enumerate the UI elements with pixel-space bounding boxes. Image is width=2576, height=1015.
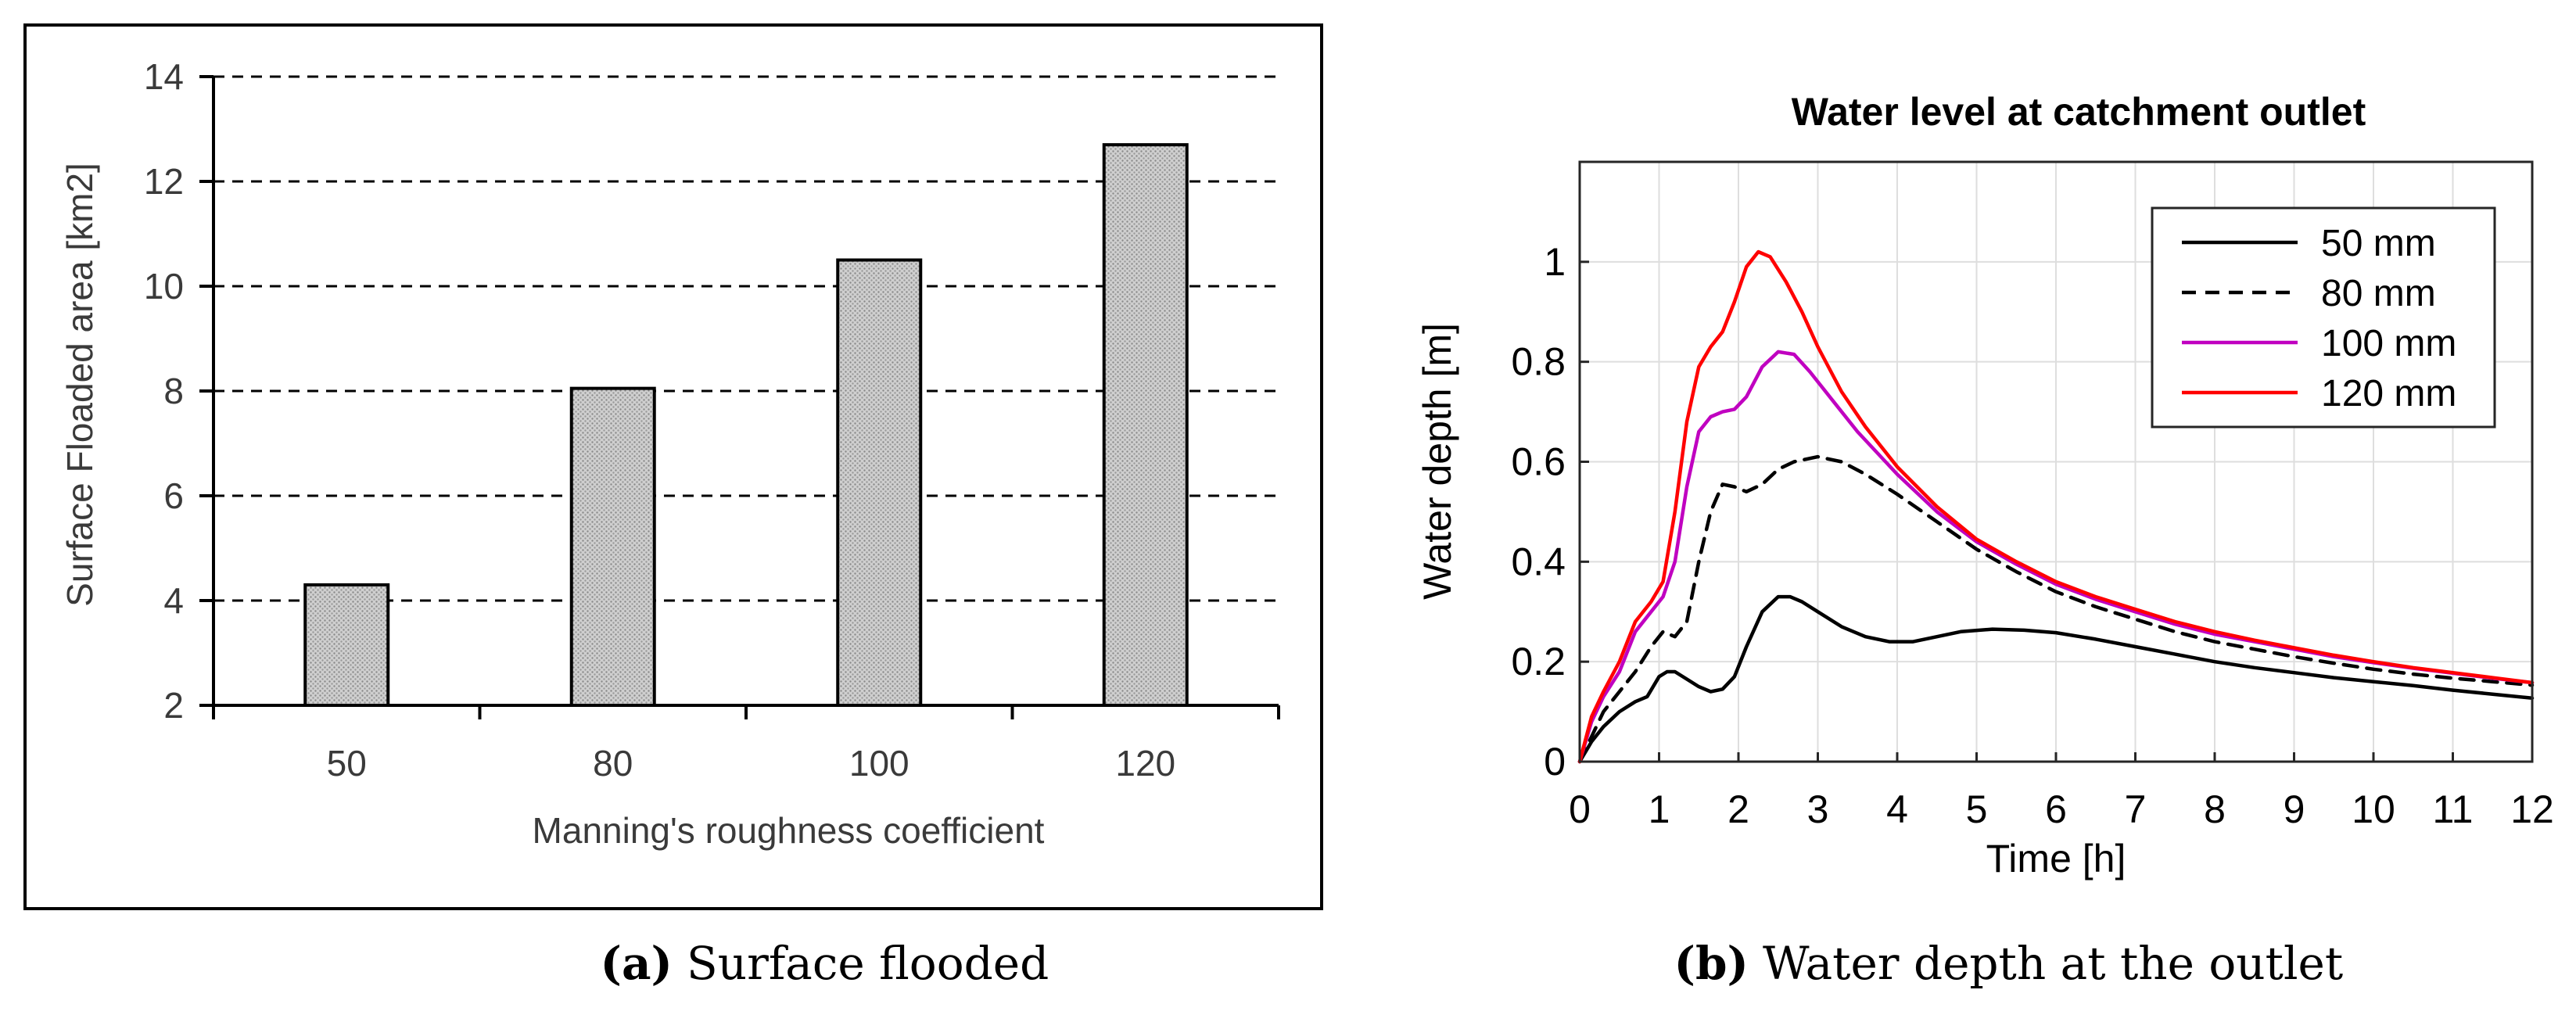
line-legend: 50 mm 80 mm 100 mm 120 mm bbox=[2151, 206, 2496, 429]
bar-y-tick-label: 4 bbox=[163, 580, 184, 621]
bar-x-tick-label: 100 bbox=[849, 743, 909, 784]
line-x-tick-label: 0 bbox=[1569, 787, 1591, 831]
series-120-mm bbox=[1577, 249, 2535, 764]
line-x-axis-label: Time [h] bbox=[1986, 837, 2126, 881]
bar-80 bbox=[569, 386, 656, 707]
bar-y-tick-label: 10 bbox=[144, 266, 184, 307]
bars bbox=[303, 143, 1189, 708]
line-x-tick-label: 1 bbox=[1649, 787, 1670, 831]
line-x-tick-label: 6 bbox=[2045, 787, 2067, 831]
bar-x-tick-labels: 50 80 100 120 bbox=[327, 743, 1175, 784]
caption-a-label: (a) bbox=[601, 937, 673, 990]
bar-y-tick-label: 6 bbox=[163, 475, 184, 516]
line-y-axis-label: Water depth [m] bbox=[1415, 323, 1459, 600]
line-x-tick-label: 9 bbox=[2284, 787, 2305, 831]
legend-label: 80 mm bbox=[2321, 273, 2436, 314]
legend-label: 100 mm bbox=[2321, 323, 2456, 364]
bar-x-tick-label: 120 bbox=[1115, 743, 1175, 784]
line-x-tick-label: 10 bbox=[2352, 787, 2395, 831]
line-x-tick-label: 2 bbox=[1727, 787, 1749, 831]
line-x-tick-label: 12 bbox=[2510, 787, 2554, 831]
bar-120 bbox=[1102, 143, 1189, 708]
series-50-mm bbox=[1577, 594, 2535, 764]
legend-label: 120 mm bbox=[2321, 373, 2456, 414]
bar-x-axis-label: Manning's roughness coefficient bbox=[533, 810, 1045, 851]
panel-a-bar-chart: 2 4 6 8 10 12 14 50 80 100 120 Surface Floaded ar… bbox=[23, 23, 1323, 990]
line-ticks bbox=[1578, 260, 2534, 763]
bar-y-axis-label: Surface Floaded area [km2] bbox=[59, 163, 100, 607]
caption-b-text: Water depth at the outlet bbox=[1763, 937, 2343, 990]
bar-y-tick-label: 2 bbox=[163, 685, 184, 726]
line-y-tick-label: 0.2 bbox=[1511, 640, 1566, 683]
legend-label: 50 mm bbox=[2321, 223, 2436, 264]
line-y-tick-label: 0 bbox=[1544, 740, 1566, 784]
line-x-tick-label: 5 bbox=[1966, 787, 1988, 831]
line-y-tick-labels: 0 0.2 0.4 0.6 0.8 1 bbox=[1511, 240, 1566, 784]
line-y-tick-label: 0.6 bbox=[1511, 440, 1566, 484]
bar-x-tick-label: 80 bbox=[593, 743, 633, 784]
legend-box bbox=[2151, 206, 2496, 429]
bar-gridlines bbox=[213, 75, 1279, 602]
bar-y-tick-label: 14 bbox=[144, 56, 184, 97]
line-y-tick-label: 0.4 bbox=[1511, 540, 1566, 583]
panel-b-line-chart: Water level at catchment outlet 00.20.40… bbox=[1415, 90, 2554, 990]
line-y-tick-label: 1 bbox=[1544, 240, 1566, 284]
line-x-tick-label: 7 bbox=[2125, 787, 2147, 831]
bar-y-tick-label: 12 bbox=[144, 161, 184, 202]
bar-100 bbox=[836, 258, 923, 707]
caption-a-text: Surface flooded bbox=[687, 937, 1049, 990]
line-y-tick-label: 0.8 bbox=[1511, 340, 1566, 384]
line-x-tick-labels: 0 1 2 3 4 5 6 7 8 9 10 11 12 bbox=[1569, 787, 2554, 831]
bar-y-tick-label: 8 bbox=[163, 371, 184, 411]
caption-b-label: (b) bbox=[1674, 937, 1749, 990]
bar-x-tick-label: 50 bbox=[327, 743, 367, 784]
line-x-tick-label: 11 bbox=[2433, 787, 2474, 831]
bar-y-tick-labels: 2 4 6 8 10 12 14 bbox=[144, 56, 184, 726]
line-x-tick-label: 3 bbox=[1807, 787, 1829, 831]
series-80-mm bbox=[1577, 454, 2535, 764]
line-chart-title: Water level at catchment outlet bbox=[1792, 90, 2366, 134]
bar-50 bbox=[303, 583, 390, 708]
bar-axes bbox=[199, 75, 1280, 719]
line-x-tick-label: 8 bbox=[2204, 787, 2226, 831]
line-x-tick-label: 4 bbox=[1886, 787, 1908, 831]
line-series bbox=[1577, 249, 2535, 764]
